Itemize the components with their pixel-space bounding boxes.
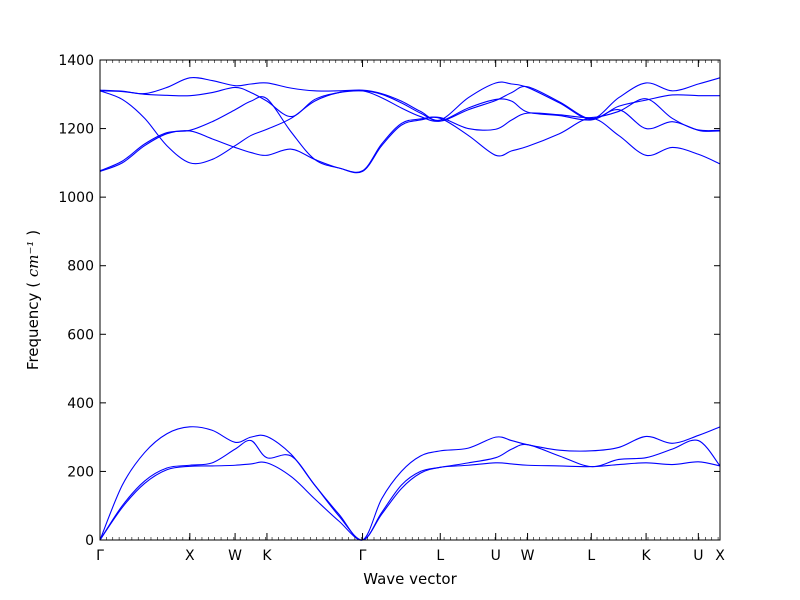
x-tick-label: Γ [359, 548, 367, 564]
x-tick-label: U [693, 548, 703, 564]
x-tick-label: L [587, 548, 595, 564]
x-tick-label: Γ [96, 548, 104, 564]
x-axis-label: Wave vector [363, 570, 457, 588]
band-line-2 [99, 439, 721, 541]
y-tick-label: 1200 [58, 122, 94, 138]
y-tick-label: 400 [67, 396, 94, 412]
x-tick-label: X [185, 548, 195, 564]
y-tick-label: 1000 [58, 190, 94, 206]
y-axis-label-open-paren: ( [24, 282, 42, 288]
y-tick-label: 200 [67, 464, 94, 480]
band-line-4 [99, 116, 721, 174]
band-line-5 [99, 96, 721, 173]
y-axis: 0 200 400 600 800 1000 1200 1400 [58, 53, 720, 549]
x-tick-label: W [521, 548, 535, 564]
x-tick-label: L [436, 548, 444, 564]
x-tick-label: K [641, 548, 651, 564]
y-axis-label-close-paren: ) [24, 230, 42, 236]
band-line-6 [99, 89, 721, 165]
series-layer [99, 77, 721, 541]
y-tick-label: 600 [67, 327, 94, 343]
band-line-7 [99, 85, 721, 122]
band-line-1 [99, 461, 721, 541]
y-tick-label: 0 [85, 533, 94, 549]
y-axis-label-text: Frequency [24, 292, 42, 370]
x-tick-label: K [262, 548, 272, 564]
y-axis-label: Frequency ( cm⁻¹ ) [24, 230, 42, 370]
x-tick-label: U [491, 548, 501, 564]
plot-frame [99, 59, 721, 541]
band-line-8 [99, 77, 721, 121]
x-tick-label: W [228, 548, 242, 564]
band-line-3 [99, 426, 721, 541]
x-tick-label: X [715, 548, 725, 564]
y-axis-label-unit: cm⁻¹ [24, 241, 42, 278]
y-tick-label: 800 [67, 259, 94, 275]
y-tick-label: 1400 [58, 53, 94, 69]
